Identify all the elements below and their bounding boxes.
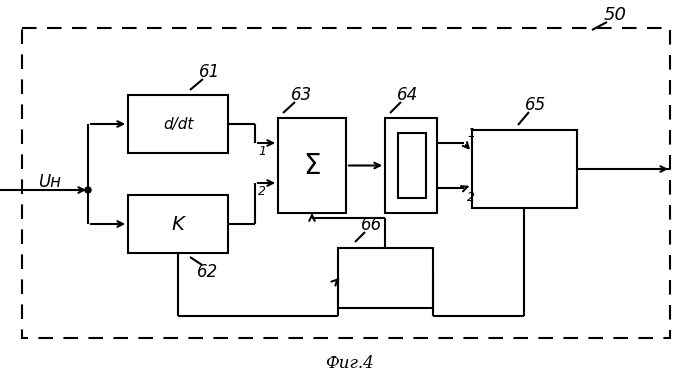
Circle shape	[85, 187, 91, 193]
Text: 1: 1	[467, 127, 475, 140]
Bar	[128, 95, 228, 153]
Text: 1: 1	[258, 145, 266, 158]
Bar	[22, 28, 670, 338]
Text: 61: 61	[199, 63, 221, 81]
Text: Σ: Σ	[303, 152, 321, 179]
Bar	[472, 130, 577, 208]
Text: d/dt: d/dt	[163, 117, 193, 131]
Text: 63: 63	[291, 86, 312, 104]
Text: Uн: Uн	[38, 173, 61, 191]
Text: K: K	[172, 215, 185, 234]
Text: 62: 62	[197, 263, 219, 281]
Text: Фиг.4: Фиг.4	[324, 354, 373, 371]
Bar	[128, 195, 228, 253]
Text: 2: 2	[467, 191, 475, 204]
Bar	[385, 118, 437, 213]
Text: 50: 50	[603, 6, 626, 24]
Text: 64: 64	[397, 86, 419, 104]
Text: 2: 2	[258, 185, 266, 198]
Bar	[398, 133, 426, 198]
Text: 66: 66	[361, 216, 382, 234]
Bar	[278, 118, 346, 213]
Bar	[338, 248, 433, 308]
Text: 65: 65	[526, 96, 547, 114]
